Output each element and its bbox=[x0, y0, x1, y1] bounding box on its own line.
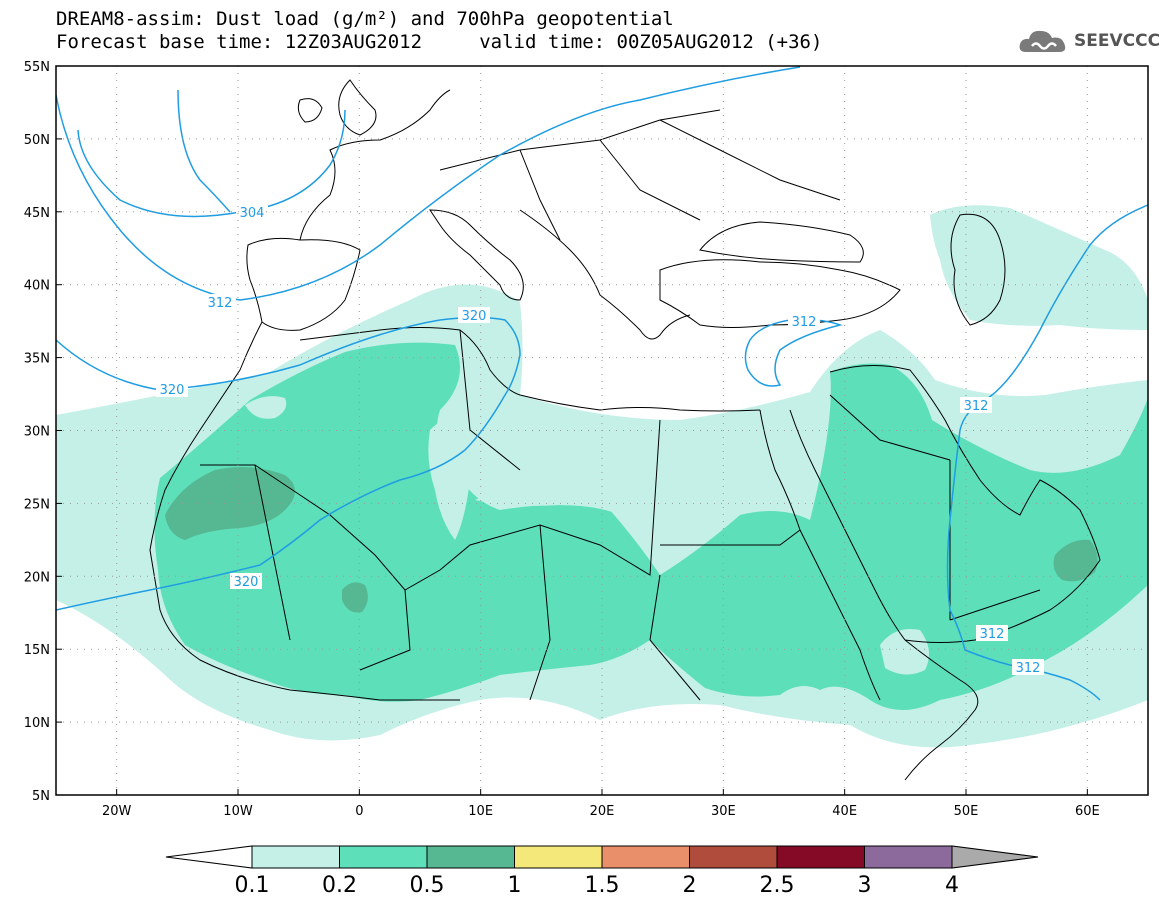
colorbar-tick-label: 3 bbox=[858, 873, 872, 898]
lat-tick-label: 15N bbox=[24, 643, 50, 658]
dust-load-field bbox=[56, 205, 1148, 748]
contour-label: 320 bbox=[462, 309, 487, 324]
dust-level-light-caspian bbox=[930, 205, 1148, 330]
dust-level-high-mali bbox=[342, 582, 368, 613]
colorbar-swatch bbox=[689, 845, 778, 869]
longitude-labels: 20W 10W 0 10E 20E 30E 40E 50E 60E bbox=[102, 804, 1100, 819]
lon-tick-label: 40E bbox=[832, 804, 857, 819]
contour-label: 312 bbox=[980, 627, 1005, 642]
colorbar-labels: 0.1 0.2 0.5 1 1.5 2 2.5 3 4 bbox=[235, 873, 960, 898]
contour-label: 312 bbox=[1016, 661, 1041, 676]
logo-text: SEEVCCC bbox=[1074, 31, 1161, 51]
dust-level-high-west bbox=[165, 466, 295, 540]
forecast-time-line: Forecast base time: 12Z03AUG2012 valid t… bbox=[56, 31, 823, 53]
map-title: DREAM8-assim: Dust load (g/m²) and 700hP… bbox=[56, 8, 674, 30]
lat-tick-label: 40N bbox=[24, 279, 50, 294]
lon-tick-label: 60E bbox=[1075, 804, 1100, 819]
colorbar-swatch bbox=[251, 845, 340, 869]
colorbar-tick-label: 1 bbox=[508, 873, 522, 898]
geopotential-contours bbox=[56, 66, 1148, 701]
contour-label: 304 bbox=[240, 206, 265, 221]
dust-gap-yemen bbox=[880, 629, 929, 675]
colorbar-tick-label: 0.1 bbox=[235, 873, 270, 898]
lon-tick-label: 10E bbox=[468, 804, 493, 819]
seevccc-logo: SEEVCCC bbox=[1018, 25, 1160, 57]
lon-tick-label: 30E bbox=[711, 804, 736, 819]
lat-tick-label: 20N bbox=[24, 570, 50, 585]
dust-level-high-oman bbox=[1053, 539, 1098, 582]
colorbar-swatch bbox=[776, 845, 865, 869]
colorbar-swatch bbox=[514, 845, 603, 869]
contour-label: 320 bbox=[160, 383, 185, 398]
colorbar-tick-label: 4 bbox=[945, 873, 959, 898]
contour-304 bbox=[77, 109, 346, 218]
contour-labels: 304 312 320 320 320 312 312 312 312 bbox=[156, 204, 1044, 676]
lat-tick-label: 5N bbox=[32, 789, 50, 804]
colorbar-swatch bbox=[864, 845, 953, 869]
contour-label: 312 bbox=[792, 315, 817, 330]
lon-tick-label: 0 bbox=[355, 804, 363, 819]
dust-gap-libya bbox=[475, 473, 654, 525]
lat-tick-label: 55N bbox=[24, 60, 50, 75]
lon-tick-label: 50E bbox=[954, 804, 979, 819]
lon-tick-label: 10W bbox=[223, 804, 253, 819]
dust-gap-north bbox=[245, 396, 287, 419]
contour-label: 312 bbox=[208, 296, 233, 311]
lat-tick-label: 50N bbox=[24, 133, 50, 148]
lat-tick-label: 10N bbox=[24, 716, 50, 731]
contour-312-west bbox=[177, 89, 231, 213]
cloud-logo-icon bbox=[1019, 30, 1066, 52]
lon-tick-label: 20E bbox=[590, 804, 615, 819]
lat-tick-label: 45N bbox=[24, 206, 50, 221]
colorbar-tick-label: 1.5 bbox=[585, 873, 620, 898]
colorbar-swatch bbox=[426, 845, 515, 869]
coastlines bbox=[149, 79, 1101, 781]
contour-label: 312 bbox=[964, 399, 989, 414]
colorbar-over-arrow bbox=[951, 845, 1039, 869]
colorbar-tick-label: 0.2 bbox=[322, 873, 357, 898]
colorbar-tick-label: 2 bbox=[683, 873, 697, 898]
colorbar bbox=[165, 845, 1039, 869]
colorbar-under-arrow bbox=[165, 845, 253, 869]
lon-tick-label: 20W bbox=[102, 804, 132, 819]
colorbar-swatch bbox=[339, 845, 428, 869]
dust-level-medium bbox=[154, 342, 1148, 710]
contour-label: 320 bbox=[234, 575, 259, 590]
latitude-labels: 55N 50N 45N 40N 35N 30N 25N 20N 15N 10N 5N bbox=[24, 60, 50, 804]
colorbar-tick-label: 2.5 bbox=[760, 873, 795, 898]
lat-tick-label: 35N bbox=[24, 352, 50, 367]
colorbar-tick-label: 0.5 bbox=[410, 873, 445, 898]
contour-320-north bbox=[56, 316, 521, 611]
contour-312-iberia bbox=[56, 66, 801, 301]
lat-tick-label: 25N bbox=[24, 497, 50, 512]
lat-tick-label: 30N bbox=[24, 425, 50, 440]
map-frame bbox=[55, 65, 1149, 796]
colorbar-swatch bbox=[601, 845, 690, 869]
